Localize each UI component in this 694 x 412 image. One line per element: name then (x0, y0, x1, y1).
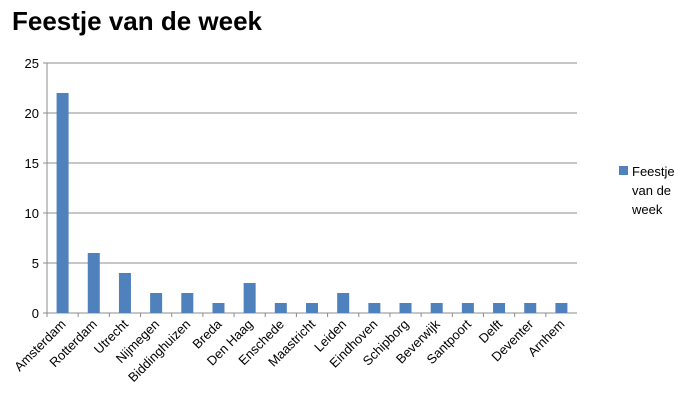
bar (87, 253, 100, 313)
bar (306, 303, 318, 313)
bar (56, 93, 69, 313)
bar (212, 303, 225, 313)
legend-label: Feestje van de week (632, 164, 675, 217)
bar (150, 293, 163, 313)
y-tick-label: 5 (32, 256, 39, 271)
bar (243, 283, 256, 313)
bar (399, 303, 412, 313)
bar (337, 293, 350, 313)
chart-title: Feestje van de week (12, 6, 263, 36)
y-tick-label: 10 (25, 206, 39, 221)
bar (181, 293, 194, 313)
y-tick-label: 25 (25, 56, 39, 71)
legend-swatch (619, 166, 628, 175)
y-tick-label: 15 (25, 156, 39, 171)
y-tick-label: 20 (25, 106, 39, 121)
bar (555, 303, 568, 313)
bar (493, 303, 506, 313)
bar (274, 303, 287, 313)
bar (368, 303, 381, 313)
bar (118, 273, 131, 313)
bar (524, 303, 537, 313)
bar (430, 303, 443, 313)
y-tick-label: 0 (32, 306, 39, 321)
bar (461, 303, 474, 313)
